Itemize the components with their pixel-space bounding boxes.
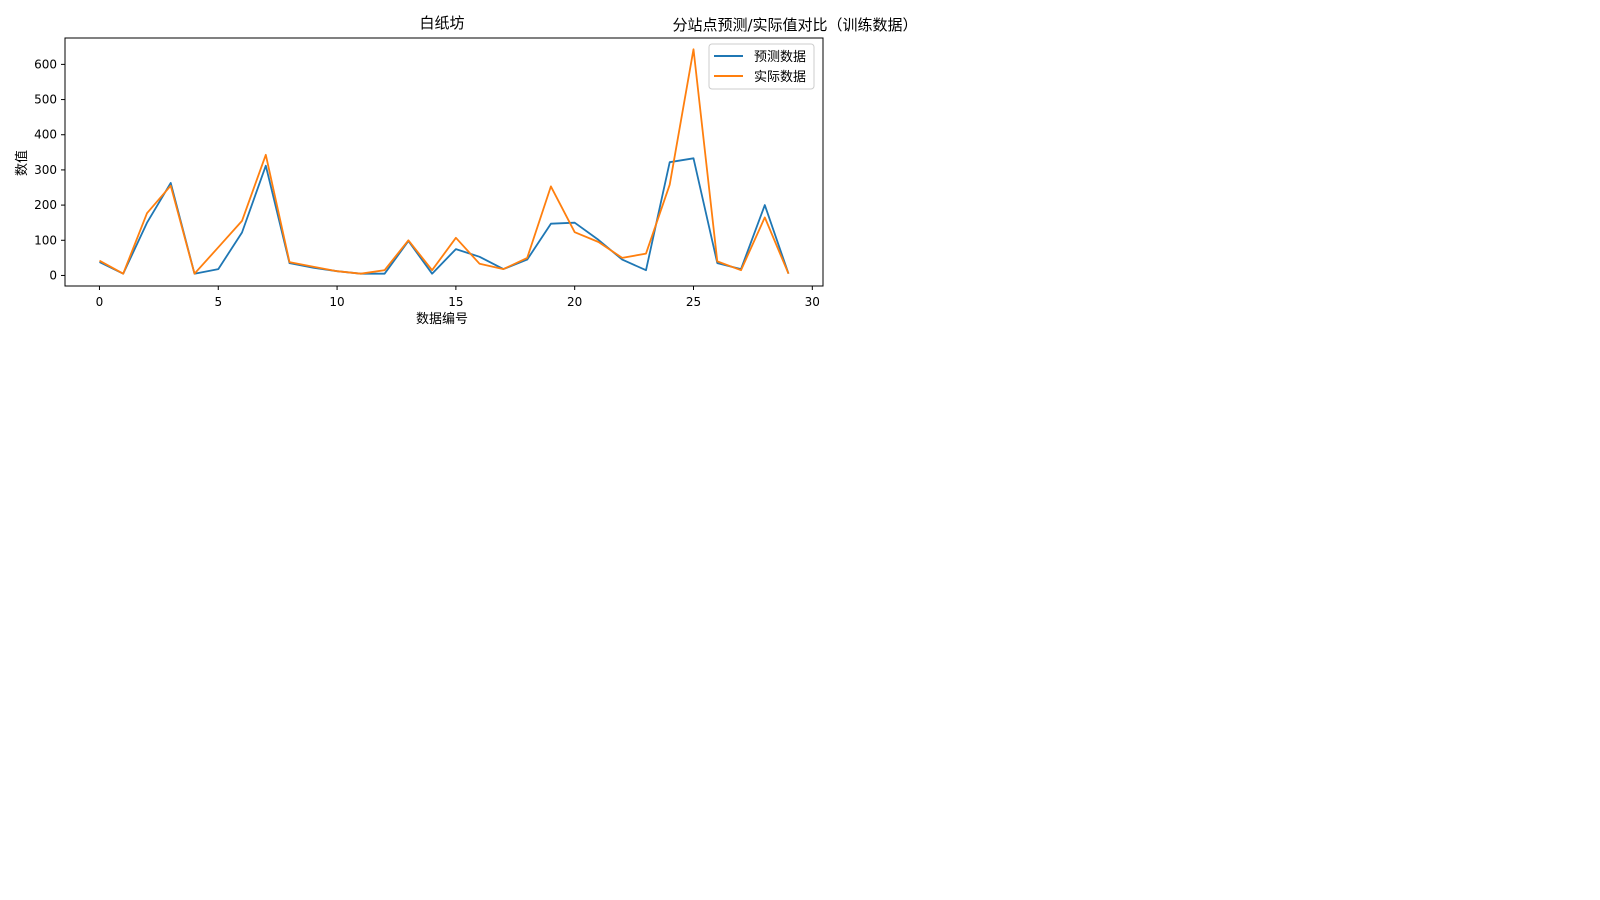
x-tick-label: 30 xyxy=(805,295,820,309)
plot-area xyxy=(99,48,790,275)
figure-suptitle: 分站点预测/实际值对比（训练数据） xyxy=(672,16,917,34)
legend-label-actual: 实际数据 xyxy=(754,70,806,85)
y-tick-label: 200 xyxy=(34,198,57,212)
series-line-actual xyxy=(99,48,790,275)
x-tick-label: 5 xyxy=(214,295,222,309)
legend-label-predicted: 预测数据 xyxy=(754,50,806,65)
y-tick-label: 500 xyxy=(34,93,57,107)
y-tick-label: 0 xyxy=(49,268,57,282)
y-axis-label: 数值 xyxy=(14,150,30,176)
y-tick-label: 400 xyxy=(34,128,57,142)
legend: 预测数据 实际数据 xyxy=(708,43,815,90)
x-axis: 0 5 10 15 20 25 30 xyxy=(96,286,820,309)
plot-title: 白纸坊 xyxy=(419,14,464,32)
series-line-predicted xyxy=(99,157,790,275)
x-axis-label: 数据编号 xyxy=(416,312,468,327)
y-tick-label: 100 xyxy=(34,233,57,247)
axes-frame xyxy=(64,37,824,287)
x-tick-label: 25 xyxy=(686,295,701,309)
x-tick-label: 0 xyxy=(96,295,104,309)
x-tick-label: 10 xyxy=(329,295,344,309)
x-tick-label: 15 xyxy=(448,295,463,309)
y-axis: 0 100 200 300 400 500 600 xyxy=(34,57,65,282)
y-tick-label: 600 xyxy=(34,57,57,71)
y-tick-label: 300 xyxy=(34,163,57,177)
x-tick-label: 20 xyxy=(567,295,582,309)
